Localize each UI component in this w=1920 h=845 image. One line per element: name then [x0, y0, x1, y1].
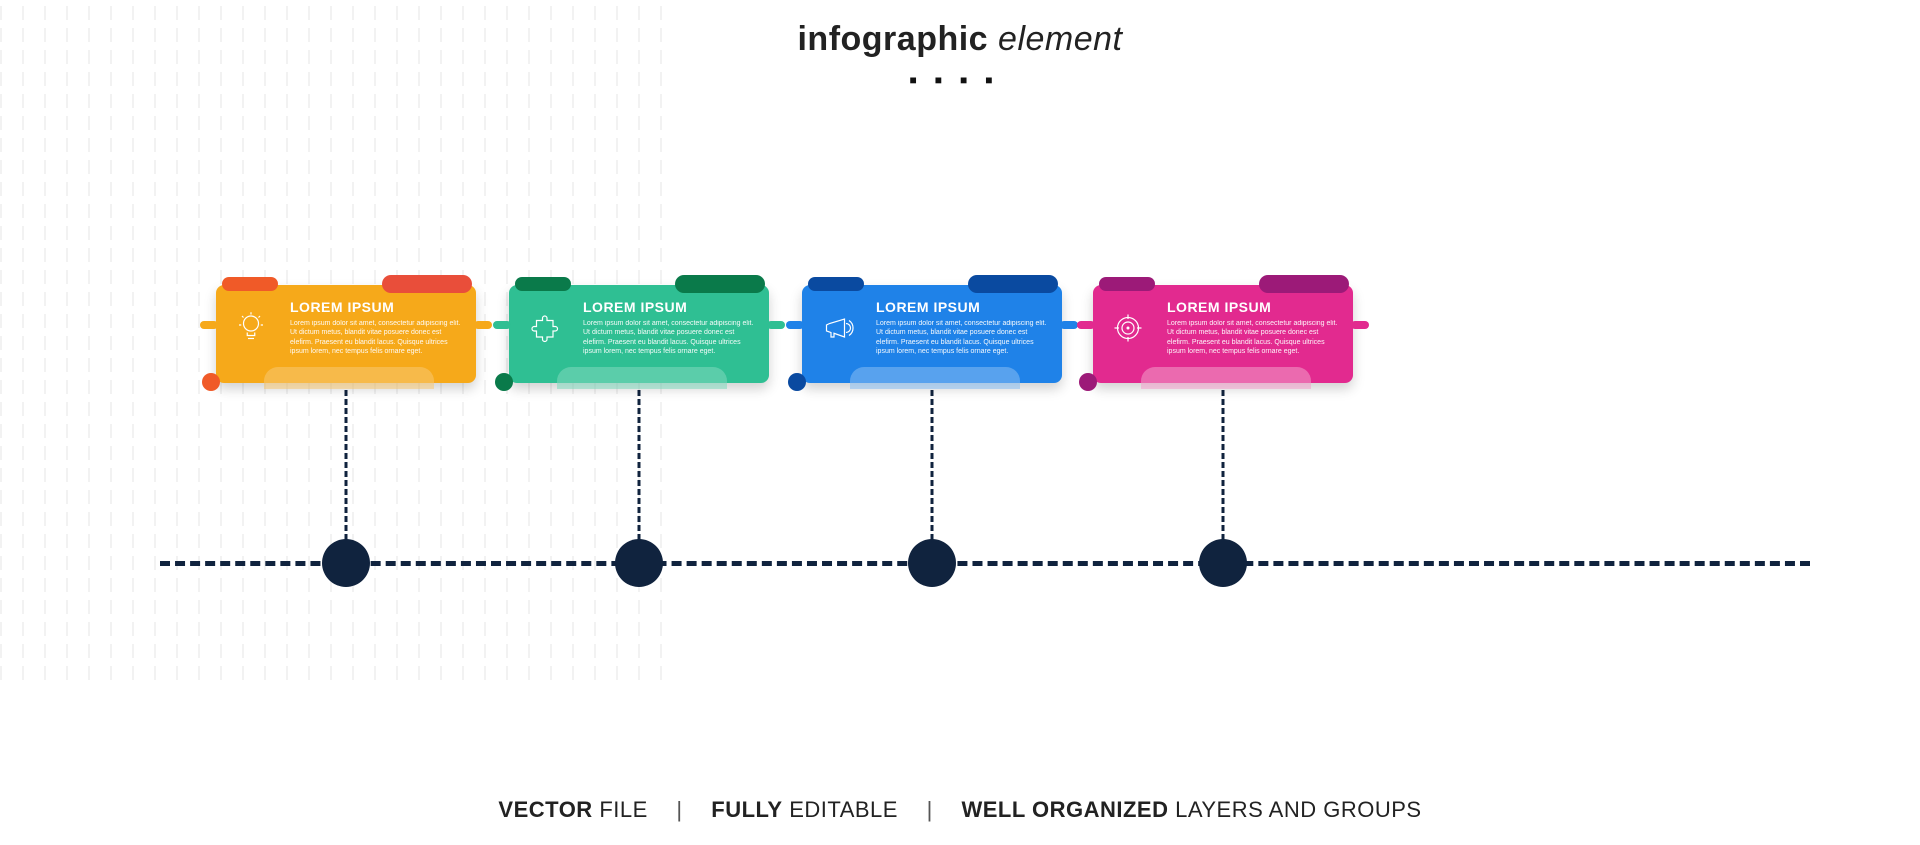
footer-n3: LAYERS AND GROUPS: [1168, 797, 1421, 822]
card-accent: [786, 321, 804, 329]
card-accent: [493, 321, 511, 329]
card-title: LOREM IPSUM: [290, 299, 462, 315]
card-tab: [557, 367, 727, 389]
connector-line: [345, 390, 348, 540]
timeline-node: [908, 539, 956, 587]
card-tab: [1141, 367, 1311, 389]
footer-n1: FILE: [593, 797, 648, 822]
card-accent: [1259, 275, 1349, 293]
card-accent: [1079, 373, 1097, 391]
card-accent: [200, 321, 218, 329]
card-accent: [808, 277, 864, 291]
title-dots: ■■■■: [0, 73, 1920, 87]
connector-line: [931, 390, 934, 540]
card-text: Lorem ipsum dolor sit amet, consectetur …: [1167, 319, 1339, 357]
timeline-line: [160, 561, 1810, 566]
info-card: LOREM IPSUM Lorem ipsum dolor sit amet, c…: [501, 275, 777, 393]
card-accent: [202, 373, 220, 391]
card-accent: [767, 321, 785, 329]
card-text: Lorem ipsum dolor sit amet, consectetur …: [290, 319, 462, 357]
target-icon: [1107, 307, 1149, 349]
title-bold: infographic: [797, 20, 988, 58]
card-title: LOREM IPSUM: [876, 299, 1048, 315]
page-title: infographic element: [0, 20, 1920, 59]
footer-sep: |: [927, 797, 933, 822]
footer-n2: EDITABLE: [783, 797, 898, 822]
timeline-node: [615, 539, 663, 587]
card-accent: [382, 275, 472, 293]
card-accent: [515, 277, 571, 291]
title-italic: element: [998, 20, 1122, 58]
card-text: Lorem ipsum dolor sit amet, consectetur …: [876, 319, 1048, 357]
card-tab: [264, 367, 434, 389]
footer-b1: VECTOR: [498, 797, 592, 822]
header: infographic element ■■■■: [0, 20, 1920, 87]
card-accent: [495, 373, 513, 391]
card-text: Lorem ipsum dolor sit amet, consectetur …: [583, 319, 755, 357]
footer: VECTOR FILE | FULLY EDITABLE | WELL ORGA…: [0, 797, 1920, 823]
footer-sep: |: [676, 797, 682, 822]
card-accent: [788, 373, 806, 391]
puzzle-icon: [523, 307, 565, 349]
footer-b2: FULLY: [711, 797, 782, 822]
card-accent: [1077, 321, 1095, 329]
timeline-node: [1199, 539, 1247, 587]
connector-line: [1222, 390, 1225, 540]
info-card: LOREM IPSUM Lorem ipsum dolor sit amet, c…: [794, 275, 1070, 393]
card-accent: [222, 277, 278, 291]
info-card: LOREM IPSUM Lorem ipsum dolor sit amet, c…: [208, 275, 484, 393]
info-card: LOREM IPSUM Lorem ipsum dolor sit amet, c…: [1085, 275, 1361, 393]
footer-b3: WELL ORGANIZED: [961, 797, 1168, 822]
card-accent: [1099, 277, 1155, 291]
card-accent: [474, 321, 492, 329]
timeline-node: [322, 539, 370, 587]
card-accent: [968, 275, 1058, 293]
card-title: LOREM IPSUM: [1167, 299, 1339, 315]
card-accent: [1060, 321, 1078, 329]
bulb-icon: [230, 307, 272, 349]
megaphone-icon: [816, 307, 858, 349]
card-tab: [850, 367, 1020, 389]
connector-line: [638, 390, 641, 540]
card-accent: [675, 275, 765, 293]
card-accent: [1351, 321, 1369, 329]
card-title: LOREM IPSUM: [583, 299, 755, 315]
